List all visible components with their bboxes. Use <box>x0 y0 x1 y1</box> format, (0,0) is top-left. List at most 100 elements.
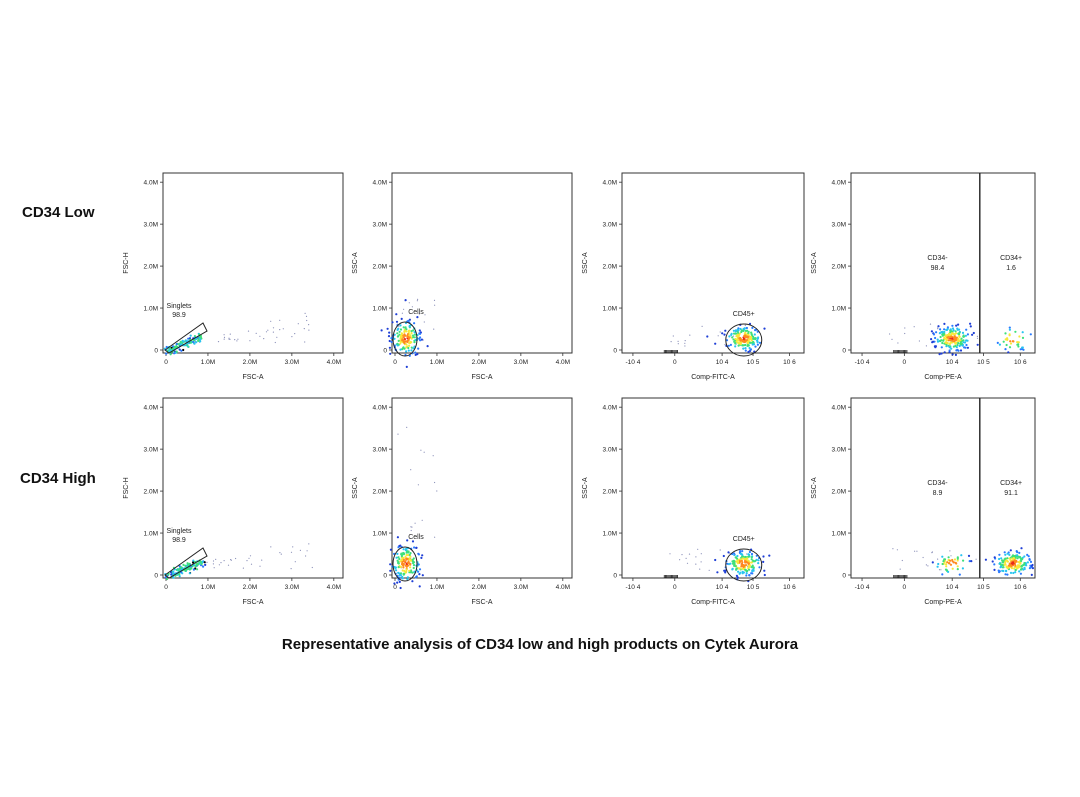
data-point <box>956 348 959 351</box>
plot-frame <box>162 397 344 579</box>
zero-rug <box>665 350 666 353</box>
data-point <box>737 335 740 338</box>
data-point <box>728 335 731 338</box>
data-point <box>1000 565 1003 568</box>
data-point <box>393 337 396 340</box>
data-point <box>954 353 958 356</box>
data-point <box>1006 557 1009 560</box>
y-tick-label: 0 <box>613 573 617 580</box>
y-tick-label: 1.0M <box>832 531 846 538</box>
data-point <box>403 329 406 332</box>
data-point <box>748 550 752 554</box>
data-point <box>426 345 429 348</box>
data-point <box>189 341 192 344</box>
data-point <box>304 312 306 314</box>
data-point <box>412 562 415 565</box>
y-tick-label: 0 <box>154 573 158 580</box>
data-point <box>708 569 710 571</box>
data-point <box>187 563 190 567</box>
data-point <box>410 349 413 352</box>
data-point <box>188 572 191 575</box>
data-point <box>953 336 956 339</box>
zero-rug <box>675 350 677 353</box>
data-point <box>1009 571 1013 575</box>
data-point <box>1031 567 1034 570</box>
data-point <box>220 562 222 564</box>
chart-panel: 0 1.0M 2.0M 3.0M 4.0M -10 4 0 10 4 10 5 10 6 Comp-… <box>582 172 805 381</box>
chart-panel: 0 1.0M 2.0M 3.0M 4.0M 0 1.0M 2.0M 3.0M 4.0M FSC-A S… <box>352 397 573 606</box>
x-tick-label: 3.0M <box>514 584 528 591</box>
x-tick-label: 1.0M <box>201 584 215 591</box>
data-point <box>402 553 405 556</box>
gate-cd45 <box>725 548 763 582</box>
data-point <box>184 339 187 342</box>
data-point <box>1019 348 1022 351</box>
data-point <box>731 336 734 339</box>
zero-rug <box>901 575 903 578</box>
data-point <box>734 342 737 345</box>
data-point <box>998 571 1001 574</box>
data-point <box>741 550 744 553</box>
data-point <box>688 553 691 555</box>
data-point <box>1001 569 1004 572</box>
data-point <box>677 340 679 342</box>
data-point <box>1004 332 1007 335</box>
data-point <box>1001 563 1004 567</box>
gate-label-cd34-pos: CD34+ <box>1000 255 1022 262</box>
zero-rug <box>905 350 907 353</box>
y-tick-label: 3.0M <box>832 447 846 454</box>
gate-label: Cells <box>408 309 424 316</box>
data-point <box>1021 346 1024 349</box>
zero-rug <box>905 575 907 578</box>
data-point <box>961 567 965 570</box>
data-point <box>387 335 391 338</box>
data-point <box>419 339 422 342</box>
data-point <box>182 348 185 352</box>
data-point <box>706 335 709 338</box>
data-point <box>891 338 893 340</box>
data-point <box>746 553 748 555</box>
data-point <box>999 562 1002 566</box>
data-point <box>407 349 410 352</box>
data-point <box>409 566 412 569</box>
data-point <box>961 331 965 334</box>
y-tick-label: 2.0M <box>144 489 158 496</box>
zero-rug <box>899 350 901 353</box>
data-point <box>913 326 915 328</box>
data-point <box>948 349 951 352</box>
data-point <box>404 326 407 329</box>
data-point <box>303 328 305 330</box>
data-point <box>732 335 735 337</box>
data-point <box>970 560 973 563</box>
data-point <box>417 347 420 350</box>
data-point <box>736 560 739 564</box>
data-point <box>1004 573 1007 576</box>
data-point <box>404 571 408 574</box>
data-point <box>408 553 411 557</box>
data-point <box>727 551 730 554</box>
data-point <box>413 333 417 336</box>
data-point <box>938 569 941 571</box>
data-point <box>305 555 307 557</box>
data-point <box>423 451 425 453</box>
data-point <box>938 332 942 335</box>
data-point <box>1005 343 1008 347</box>
data-point <box>234 339 236 341</box>
data-point <box>412 347 415 350</box>
data-point <box>960 554 963 557</box>
data-point <box>998 553 1001 556</box>
data-point <box>1006 552 1009 555</box>
data-point <box>411 580 414 583</box>
data-point <box>407 551 410 554</box>
data-point <box>172 576 175 579</box>
x-tick-label: 1.0M <box>430 359 444 366</box>
data-point <box>1021 558 1024 561</box>
zero-rug <box>672 350 674 353</box>
data-point <box>413 336 416 339</box>
data-point <box>399 560 402 563</box>
data-point <box>421 574 424 577</box>
plot-frame <box>391 397 573 579</box>
gate-cells <box>392 321 418 357</box>
data-point <box>206 561 208 564</box>
data-point <box>1013 559 1016 562</box>
